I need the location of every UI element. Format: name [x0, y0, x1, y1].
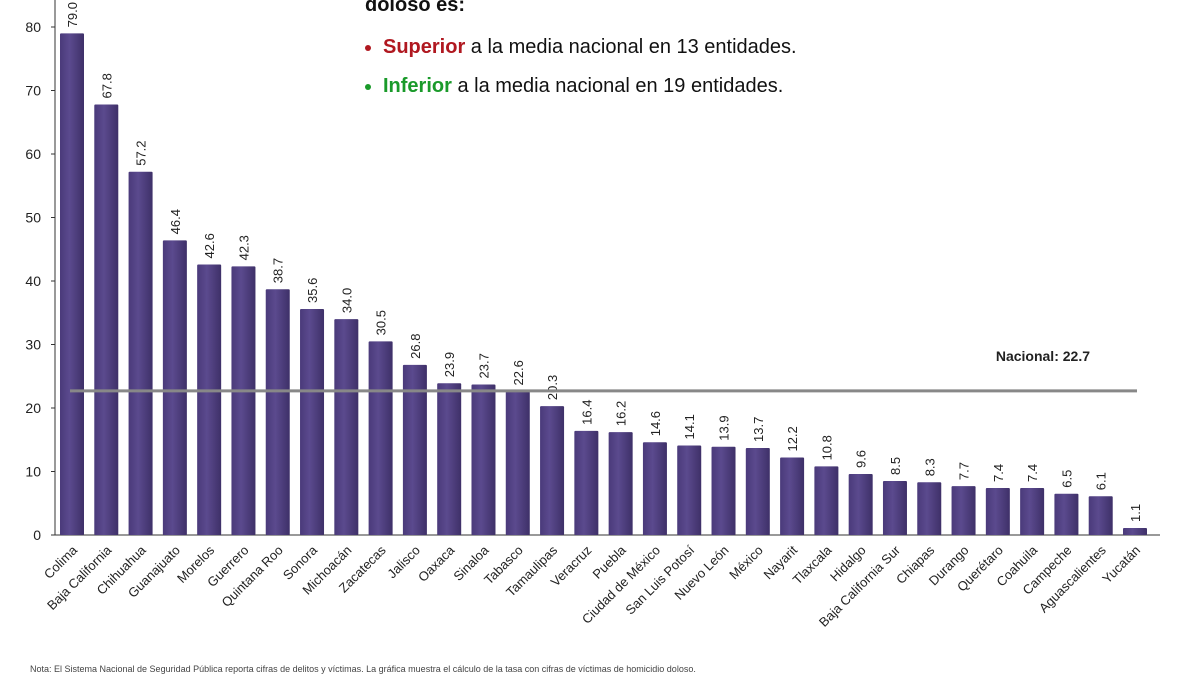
bar [368, 341, 393, 535]
data-label: 7.4 [991, 464, 1006, 482]
data-label: 9.6 [854, 450, 869, 468]
bar [848, 474, 873, 535]
data-label: 7.7 [957, 462, 972, 480]
data-label: 13.9 [717, 415, 732, 440]
y-tick-label: 60 [25, 146, 41, 162]
category-label: Yucatán [1099, 543, 1143, 587]
data-label: 42.3 [236, 235, 251, 260]
bar [780, 457, 805, 535]
category-label: Oaxaca [415, 542, 458, 585]
data-label: 6.5 [1059, 470, 1074, 488]
bar [1054, 493, 1079, 535]
bar [471, 384, 496, 535]
data-label: 46.4 [168, 209, 183, 234]
bar [60, 33, 84, 535]
green-bullet-icon [365, 83, 371, 90]
data-label: 22.6 [511, 360, 526, 385]
footnote: Nota: El Sistema Nacional de Seguridad P… [30, 664, 696, 674]
data-label: 16.2 [614, 401, 629, 426]
y-tick-label: 30 [25, 337, 41, 353]
annotation-superior: Superior a la media nacional en 13 entid… [365, 36, 797, 59]
bar [917, 482, 942, 535]
bar [197, 264, 222, 535]
data-label: 57.2 [134, 140, 149, 165]
data-label: 35.6 [305, 278, 320, 303]
y-tick-label: 40 [25, 273, 41, 289]
bar [162, 240, 187, 536]
bar [574, 430, 599, 535]
data-label: 13.7 [751, 417, 766, 442]
bar [265, 289, 290, 535]
data-label: 1.1 [1128, 504, 1143, 522]
bar [677, 445, 702, 535]
data-label: 7.4 [1025, 464, 1040, 482]
data-label: 8.5 [888, 457, 903, 475]
bar [505, 391, 530, 535]
bar [711, 446, 736, 535]
data-label: 67.8 [99, 73, 114, 98]
bar [745, 448, 770, 535]
bar [231, 266, 256, 535]
data-label: 23.9 [442, 352, 457, 377]
data-label: 26.8 [408, 334, 423, 359]
data-label: 16.4 [579, 400, 594, 425]
data-label: 23.7 [476, 353, 491, 378]
bar [94, 104, 119, 535]
data-label: 30.5 [374, 310, 389, 335]
bar [1020, 488, 1045, 535]
bar [540, 406, 565, 535]
inferior-label: Inferior [383, 75, 452, 97]
data-label: 10.8 [819, 435, 834, 460]
data-label: 34.0 [339, 288, 354, 313]
y-tick-label: 80 [25, 19, 41, 35]
bar [437, 383, 462, 535]
y-tick-label: 50 [25, 210, 41, 226]
annotation-inferior: Inferior a la media nacional en 19 entid… [365, 75, 783, 98]
y-tick-label: 20 [25, 400, 41, 416]
bar [642, 442, 667, 535]
superior-label: Superior [383, 36, 466, 58]
data-label: 14.1 [682, 414, 697, 439]
data-label: 38.7 [271, 258, 286, 283]
bar [300, 308, 325, 535]
red-bullet-icon [365, 44, 371, 51]
bar [882, 481, 907, 535]
y-tick-label: 0 [33, 527, 41, 543]
bar [608, 432, 633, 535]
bar [1123, 528, 1147, 535]
data-label: 6.1 [1094, 472, 1109, 490]
bar [402, 364, 427, 535]
data-label: 20.3 [545, 375, 560, 400]
national-average-label: Nacional: 22.7 [996, 348, 1090, 364]
data-label: 79.0 [65, 2, 80, 27]
category-label: Quintana Roo [219, 543, 286, 610]
data-label: 42.6 [202, 233, 217, 258]
annotation-heading: doloso es: [365, 0, 466, 16]
data-label: 8.3 [922, 458, 937, 476]
y-tick-label: 10 [25, 464, 41, 480]
superior-text: a la media nacional en 13 entidades. [465, 36, 797, 58]
category-label: México [726, 543, 766, 583]
data-label: 14.6 [648, 411, 663, 436]
category-label: Tlaxcala [790, 542, 835, 587]
bar [1088, 496, 1113, 535]
bar [814, 466, 839, 535]
inferior-text: a la media nacional en 19 entidades. [451, 75, 784, 97]
bar [951, 486, 976, 535]
bar [334, 319, 359, 535]
y-tick-label: 70 [25, 83, 41, 99]
bar [128, 171, 153, 535]
data-label: 12.2 [785, 426, 800, 451]
bar [985, 488, 1010, 535]
